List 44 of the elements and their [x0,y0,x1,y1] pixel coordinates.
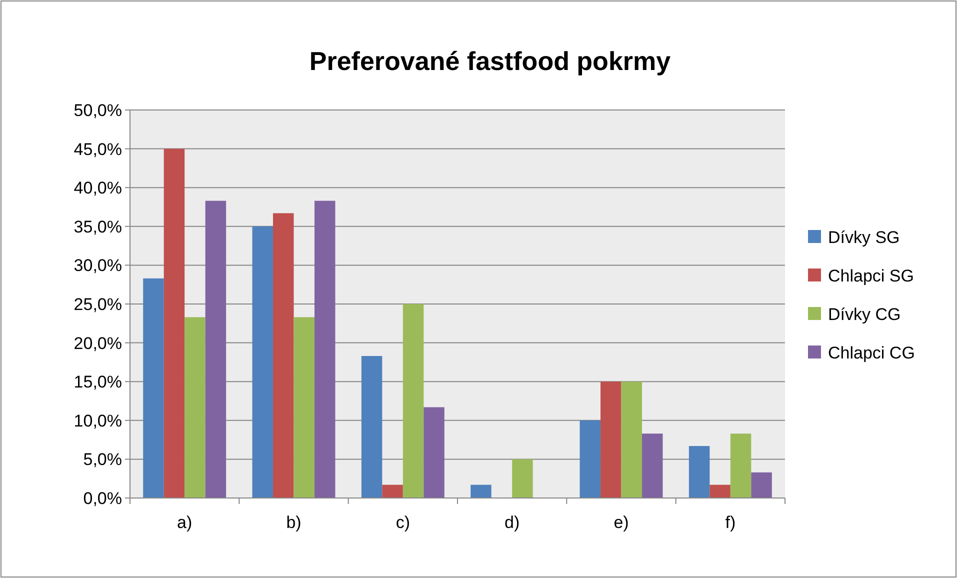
bar [512,459,533,498]
legend-label: Dívky SG [828,228,900,247]
bar [382,484,403,498]
x-tick-label: c) [396,513,410,532]
bar [361,356,382,498]
x-tick-label: b) [286,513,302,532]
bar [314,200,336,498]
y-tick-label: 50,0% [74,100,122,120]
y-tick-label: 45,0% [74,140,122,159]
x-tick-label: a) [177,513,192,532]
x-tick-label: e) [614,513,629,532]
y-tick-label: 35,0% [74,217,122,236]
bar [273,213,294,498]
x-tick-label: f) [725,513,736,532]
y-tick-label: 0,0% [83,488,122,508]
bar [580,420,601,498]
legend-label: Chlapci CG [828,343,915,362]
x-tick-label: d) [504,513,520,532]
bar [470,484,492,498]
bar [710,484,730,498]
bar [205,200,226,498]
bar [164,148,185,498]
y-tick-label: 25,0% [74,294,122,314]
y-tick-label: 40,0% [74,178,122,198]
bar [184,317,206,498]
y-tick-label: 10,0% [74,411,122,430]
y-tick-label: 30,0% [74,256,122,276]
bar [402,304,424,498]
bar [688,446,710,498]
bar [600,382,622,498]
legend-label: Dívky CG [828,304,901,324]
bar [642,434,663,498]
chart-title: Preferované fastfood pokrmy [309,46,672,76]
bar [751,472,772,498]
y-tick-label: 15,0% [74,372,122,392]
y-tick-label: 20,0% [74,334,122,353]
legend-label: Chlapci SG [828,266,914,286]
bar [294,317,314,498]
bar [730,434,752,498]
bar [143,278,164,498]
y-tick-label: 5,0% [83,450,122,470]
bar [621,382,642,498]
bar [424,407,444,498]
bar [252,226,274,498]
